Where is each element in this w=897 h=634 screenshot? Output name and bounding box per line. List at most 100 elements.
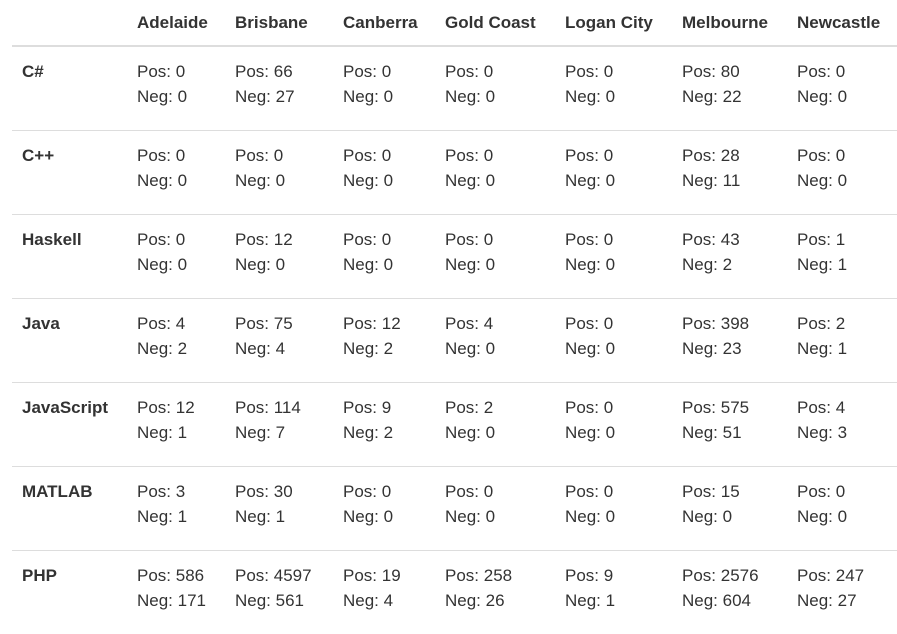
row-label-language: Haskell <box>12 213 127 298</box>
neg-count: Neg: 0 <box>235 170 286 190</box>
pos-count: Pos: 15 <box>682 481 740 501</box>
neg-count: Neg: 0 <box>565 170 616 190</box>
neg-count: Neg: 0 <box>565 254 616 274</box>
cell-melbourne: Pos: 28 Neg: 11 <box>672 129 787 214</box>
cell-logan-city: Pos: 0 Neg: 0 <box>555 46 672 130</box>
table-row: MATLAB Pos: 3 Neg: 1 Pos: 30 Neg: 1 Pos: 0 Neg… <box>12 465 897 550</box>
neg-count: Neg: 0 <box>137 87 188 106</box>
neg-count: Neg: 604 <box>682 590 751 610</box>
pos-count: Pos: 247 <box>797 565 865 585</box>
neg-count: Neg: 1 <box>565 590 616 610</box>
cell-brisbane: Pos: 4597 Neg: 561 <box>225 549 333 634</box>
pos-count: Pos: 0 <box>565 145 614 165</box>
row-label-language: C# <box>22 62 44 81</box>
neg-count: Neg: 4 <box>235 338 286 358</box>
pos-count: Pos: 43 <box>682 229 740 249</box>
neg-count: Neg: 23 <box>682 338 742 358</box>
row-label-language: Java <box>12 297 127 382</box>
row-label-language: C++ <box>12 129 127 214</box>
pos-count: Pos: 0 <box>565 229 614 249</box>
cell-brisbane: Pos: 30 Neg: 1 <box>225 465 333 550</box>
pos-count: Pos: 2 <box>445 397 494 417</box>
pos-count: Pos: 0 <box>235 145 284 165</box>
neg-count: Neg: 2 <box>343 422 394 442</box>
cell-melbourne: Pos: 43 Neg: 2 <box>672 213 787 298</box>
cell-gold-coast: Pos: 258 Neg: 26 <box>435 549 555 634</box>
table-row: Java Pos: 4 Neg: 2 Pos: 75 Neg: 4 Pos: 12 Neg:… <box>12 297 897 382</box>
pos-count: Pos: 4 <box>797 397 846 417</box>
cell-brisbane: Pos: 12 Neg: 0 <box>225 213 333 298</box>
cell-newcastle: Pos: 0 Neg: 0 <box>787 129 897 214</box>
column-header-gold-coast: Gold Coast <box>435 0 555 47</box>
pos-count: Pos: 28 <box>682 145 740 165</box>
pos-count: Pos: 3 <box>137 481 186 501</box>
cell-adelaide: Pos: 3 Neg: 1 <box>127 465 225 550</box>
cell-logan-city: Pos: 0 Neg: 0 <box>555 129 672 214</box>
neg-count: Neg: 2 <box>343 338 394 358</box>
neg-count: Neg: 2 <box>137 338 188 358</box>
neg-count: Neg: 0 <box>445 422 496 442</box>
cell-melbourne: Pos: 2576 Neg: 604 <box>672 549 787 634</box>
cell-logan-city: Pos: 0 Neg: 0 <box>555 465 672 550</box>
neg-count: Neg: 0 <box>343 87 394 106</box>
pos-count: Pos: 0 <box>797 481 846 501</box>
pos-count: Pos: 19 <box>343 565 401 585</box>
cell-newcastle: Pos: 247 Neg: 27 <box>787 549 897 634</box>
header-corner <box>12 0 127 47</box>
pos-count: Pos: 2576 <box>682 565 759 585</box>
pos-count: Pos: 0 <box>137 62 186 81</box>
neg-count: Neg: 51 <box>682 422 742 442</box>
pos-count: Pos: 0 <box>565 313 614 333</box>
neg-count: Neg: 1 <box>797 254 848 274</box>
cell-canberra: Pos: 19 Neg: 4 <box>333 549 435 634</box>
pos-count: Pos: 398 <box>682 313 750 333</box>
neg-count: Neg: 0 <box>565 338 616 358</box>
pos-count: Pos: 0 <box>797 145 846 165</box>
cell-adelaide: Pos: 0 Neg: 0 <box>127 46 225 130</box>
pos-count: Pos: 75 <box>235 313 293 333</box>
pos-count: Pos: 0 <box>343 481 392 501</box>
table-row: C++ Pos: 0 Neg: 0 Pos: 0 Neg: 0 Pos: 0 Neg: 0 P… <box>12 129 897 214</box>
pos-count: Pos: 4 <box>137 313 186 333</box>
neg-count: Neg: 27 <box>797 590 857 610</box>
pos-count: Pos: 0 <box>137 229 186 249</box>
pos-count: Pos: 2 <box>797 313 846 333</box>
pos-count: Pos: 0 <box>797 62 846 81</box>
neg-count: Neg: 26 <box>445 590 505 610</box>
neg-count: Neg: 0 <box>445 506 496 526</box>
neg-count: Neg: 0 <box>445 87 496 106</box>
pos-count: Pos: 9 <box>343 397 392 417</box>
table-row: JavaScript Pos: 12 Neg: 1 Pos: 114 Neg: 7 Pos… <box>12 381 897 466</box>
pos-count: Pos: 4 <box>445 313 494 333</box>
cell-melbourne: Pos: 15 Neg: 0 <box>672 465 787 550</box>
cell-canberra: Pos: 9 Neg: 2 <box>333 381 435 466</box>
cell-adelaide: Pos: 4 Neg: 2 <box>127 297 225 382</box>
cell-newcastle: Pos: 0 Neg: 0 <box>787 465 897 550</box>
cell-logan-city: Pos: 9 Neg: 1 <box>555 549 672 634</box>
column-header-brisbane: Brisbane <box>225 0 333 47</box>
neg-count: Neg: 171 <box>137 590 206 610</box>
table-row: PHP Pos: 586 Neg: 171 Pos: 4597 Neg: 561 Pos:… <box>12 549 897 634</box>
row-label-language: MATLAB <box>12 465 127 550</box>
pos-count: Pos: 0 <box>343 62 392 81</box>
cell-melbourne: Pos: 575 Neg: 51 <box>672 381 787 466</box>
cell-adelaide: Pos: 12 Neg: 1 <box>127 381 225 466</box>
pos-count: Pos: 80 <box>682 62 740 81</box>
pos-count: Pos: 0 <box>565 481 614 501</box>
cell-gold-coast: Pos: 0 Neg: 0 <box>435 465 555 550</box>
neg-count: Neg: 0 <box>565 506 616 526</box>
pos-count: Pos: 0 <box>445 145 494 165</box>
pos-count: Pos: 66 <box>235 62 293 81</box>
table-body: C# Pos: 0 Neg: 0 Pos: 66 Neg: 27 Pos: 0 Neg: 0… <box>12 46 897 634</box>
neg-count: Neg: 22 <box>682 87 742 106</box>
neg-count: Neg: 0 <box>235 254 286 274</box>
neg-count: Neg: 1 <box>235 506 286 526</box>
pos-count: Pos: 586 <box>137 565 205 585</box>
neg-count: Neg: 0 <box>137 170 188 190</box>
cell-adelaide: Pos: 0 Neg: 0 <box>127 213 225 298</box>
cell-gold-coast: Pos: 4 Neg: 0 <box>435 297 555 382</box>
neg-count: Neg: 1 <box>137 422 188 442</box>
pos-count: Pos: 114 <box>235 397 301 417</box>
cell-brisbane: Pos: 114 Neg: 7 <box>225 381 333 466</box>
cell-canberra: Pos: 12 Neg: 2 <box>333 297 435 382</box>
